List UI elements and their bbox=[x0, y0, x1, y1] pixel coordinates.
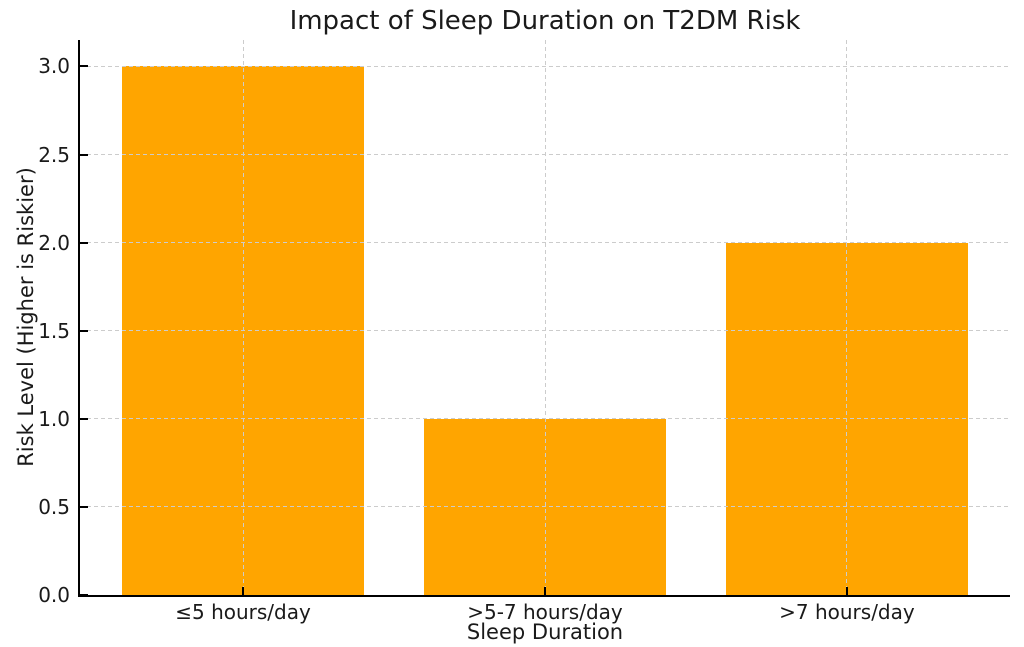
x-tick bbox=[845, 587, 848, 595]
x-axis-spine bbox=[78, 595, 1010, 597]
y-tick bbox=[80, 505, 88, 508]
y-tick-label: 0.5 bbox=[38, 494, 70, 519]
chart-title: Impact of Sleep Duration on T2DM Risk bbox=[289, 6, 801, 36]
y-tick-label: 2.0 bbox=[38, 230, 70, 255]
y-tick bbox=[80, 241, 88, 244]
v-gridline bbox=[846, 40, 848, 595]
y-tick-label: 1.5 bbox=[38, 318, 70, 343]
y-tick-label: 0.0 bbox=[38, 583, 70, 607]
y-axis-spine bbox=[78, 40, 80, 597]
y-tick bbox=[80, 329, 88, 332]
x-axis-label: Sleep Duration bbox=[466, 620, 624, 644]
x-tick-label: >5-7 hours/day bbox=[467, 600, 623, 624]
v-gridline bbox=[544, 40, 546, 595]
plot-area: 0.0 0.5 1.0 1.5 2.0 2.5 3.0 ≤5 hours/day >5-7 ho… bbox=[38, 40, 1010, 624]
y-tick bbox=[80, 153, 88, 156]
y-tick-label: 1.0 bbox=[38, 406, 70, 431]
x-tick bbox=[242, 587, 245, 595]
x-tick bbox=[544, 587, 546, 595]
x-tick-label: ≤5 hours/day bbox=[175, 600, 311, 624]
y-tick bbox=[80, 65, 88, 68]
v-gridline bbox=[242, 40, 244, 595]
y-tick-label: 3.0 bbox=[38, 54, 70, 79]
x-tick-label: >7 hours/day bbox=[779, 600, 915, 624]
y-tick-label: 2.5 bbox=[38, 142, 70, 167]
y-tick bbox=[80, 417, 88, 420]
